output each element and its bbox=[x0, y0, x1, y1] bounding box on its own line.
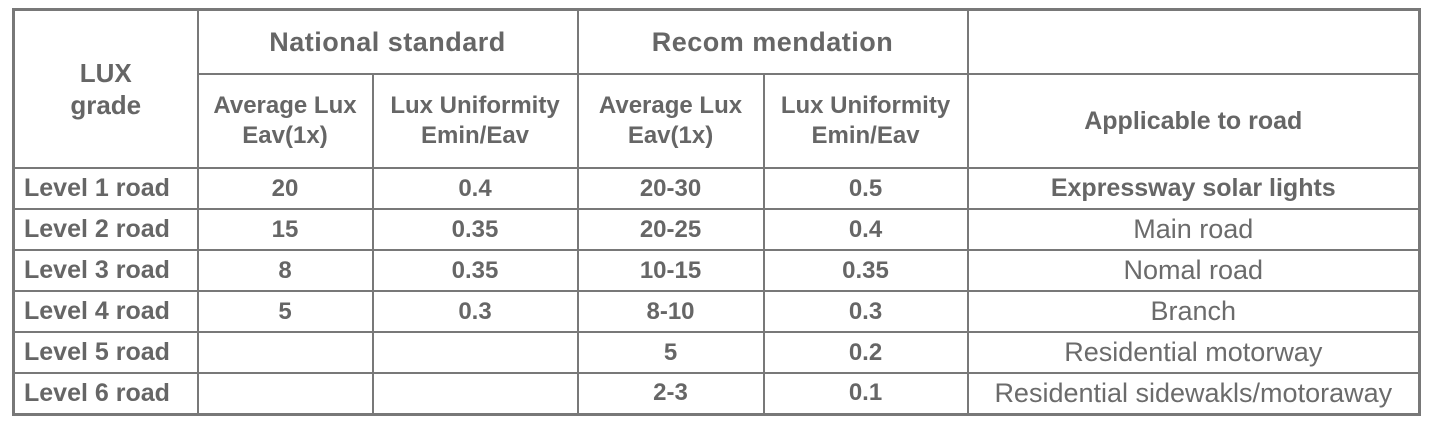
cell-recommendation-uniformity: 0.4 bbox=[762, 208, 969, 251]
lux-standards-table: LUX grade National standard Recom mendat… bbox=[12, 8, 1422, 416]
cell-grade: Level 3 road bbox=[12, 249, 199, 292]
cell-recommendation-average-lux: 8-10 bbox=[576, 290, 765, 333]
cell-applicable-road: Residential motorway bbox=[966, 331, 1421, 374]
cell-national-average-lux: 8 bbox=[196, 249, 374, 292]
cell-recommendation-uniformity: 0.35 bbox=[762, 249, 969, 292]
table-row-level-3: Level 3 road 8 0.35 10-15 0.35 Nomal roa… bbox=[12, 249, 1421, 292]
cell-applicable-road: Main road bbox=[966, 208, 1421, 251]
table-row-level-4: Level 4 road 5 0.3 8-10 0.3 Branch bbox=[12, 290, 1421, 333]
table-row-level-6: Level 6 road 2-3 0.1 Residential sidewak… bbox=[12, 372, 1421, 415]
cell-national-average-lux: 20 bbox=[196, 167, 374, 210]
cell-recommendation-uniformity: 0.5 bbox=[762, 167, 969, 210]
cell-recommendation-average-lux: 20-30 bbox=[576, 167, 765, 210]
cell-applicable-road: Residential sidewakls/motoraway bbox=[966, 372, 1421, 415]
cell-recommendation-uniformity: 0.3 bbox=[762, 290, 969, 333]
cell-national-uniformity bbox=[371, 372, 579, 415]
cell-recommendation-average-lux: 20-25 bbox=[576, 208, 765, 251]
cell-national-uniformity: 0.3 bbox=[371, 290, 579, 333]
header-recommendation-lux-uniformity: Lux Uniformity Emin/Eav bbox=[762, 73, 969, 169]
cell-grade: Level 2 road bbox=[12, 208, 199, 251]
header-group-recommendation: Recom mendation bbox=[576, 8, 969, 75]
cell-national-average-lux bbox=[196, 372, 374, 415]
cell-applicable-road: Expressway solar lights bbox=[966, 167, 1421, 210]
cell-grade: Level 5 road bbox=[12, 331, 199, 374]
header-group-national-standard: National standard bbox=[196, 8, 579, 75]
header-blank-corner bbox=[966, 8, 1421, 75]
cell-recommendation-uniformity: 0.2 bbox=[762, 331, 969, 374]
cell-recommendation-average-lux: 10-15 bbox=[576, 249, 765, 292]
table-row-level-1: Level 1 road 20 0.4 20-30 0.5 Expressway… bbox=[12, 167, 1421, 210]
header-national-lux-uniformity: Lux Uniformity Emin/Eav bbox=[371, 73, 579, 169]
header-recommendation-average-lux: Average Lux Eav(1x) bbox=[576, 73, 765, 169]
cell-national-average-lux: 5 bbox=[196, 290, 374, 333]
cell-national-uniformity bbox=[371, 331, 579, 374]
header-group-row: LUX grade National standard Recom mendat… bbox=[12, 8, 1421, 169]
cell-grade: Level 6 road bbox=[12, 372, 199, 415]
table-row-level-5: Level 5 road 5 0.2 Residential motorway bbox=[12, 331, 1421, 374]
cell-applicable-road: Branch bbox=[966, 290, 1421, 333]
header-national-average-lux: Average Lux Eav(1x) bbox=[196, 73, 374, 169]
cell-national-average-lux bbox=[196, 331, 374, 374]
cell-national-uniformity: 0.4 bbox=[371, 167, 579, 210]
cell-national-uniformity: 0.35 bbox=[371, 249, 579, 292]
lux-standards-table-wrapper: LUX grade National standard Recom mendat… bbox=[12, 8, 1422, 416]
header-sub-row: Average Lux Eav(1x) Lux Uniformity Emin/… bbox=[14, 73, 1421, 169]
cell-recommendation-average-lux: 2-3 bbox=[576, 372, 765, 415]
cell-recommendation-average-lux: 5 bbox=[576, 331, 765, 374]
header-applicable-to-road: Applicable to road bbox=[966, 73, 1421, 169]
cell-recommendation-uniformity: 0.1 bbox=[762, 372, 969, 415]
cell-national-average-lux: 15 bbox=[196, 208, 374, 251]
cell-national-uniformity: 0.35 bbox=[371, 208, 579, 251]
cell-grade: Level 4 road bbox=[12, 290, 199, 333]
table-row-level-2: Level 2 road 15 0.35 20-25 0.4 Main road bbox=[12, 208, 1421, 251]
cell-grade: Level 1 road bbox=[12, 167, 199, 210]
header-lux-grade: LUX grade bbox=[12, 8, 199, 169]
cell-applicable-road: Nomal road bbox=[966, 249, 1421, 292]
